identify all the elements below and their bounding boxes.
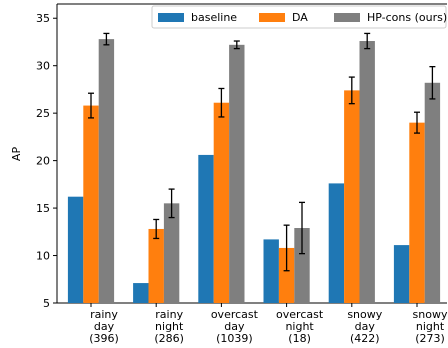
x-axis: rainy day (396)rainy night (286)overcast day(… <box>89 303 448 345</box>
x-tick-label: rainy night (286) <box>154 308 184 345</box>
x-tick-label-line: (286) <box>154 332 184 345</box>
x-tick-label-line: snowy <box>413 308 448 321</box>
bar-baseline <box>328 183 345 303</box>
bar-hp-cons <box>229 44 245 304</box>
x-tick-label-line: overcast <box>211 308 259 321</box>
bar-hp-cons <box>424 82 441 304</box>
legend-swatch <box>158 13 184 22</box>
legend-box <box>151 5 447 29</box>
y-tick-label: 30 <box>36 60 50 73</box>
x-tick-label-line: night <box>416 320 445 333</box>
bar-hp-cons <box>294 228 310 303</box>
x-tick-label-line: night <box>155 320 184 333</box>
bar-hp-cons <box>163 203 180 303</box>
legend-label: baseline <box>191 11 237 24</box>
y-tick-label: 35 <box>36 12 50 25</box>
bar-da <box>83 105 99 303</box>
x-tick-label-line: (1039) <box>216 332 253 345</box>
x-tick-label-line: day <box>94 320 115 333</box>
plot-area <box>56 3 447 304</box>
bar-baseline <box>67 196 84 303</box>
bar-da <box>344 90 360 303</box>
legend-label: HP-cons (ours) <box>367 11 447 24</box>
y-tick-label: 20 <box>36 155 50 168</box>
y-tick-label: 10 <box>36 250 50 263</box>
x-tick-label-line: (18) <box>288 332 311 345</box>
bar-baseline <box>198 154 214 303</box>
x-tick-label: overcast day (1039) <box>211 308 259 345</box>
bar-da <box>409 122 425 304</box>
x-tick-label-line: overcast <box>276 308 324 321</box>
bar-baseline <box>263 239 279 303</box>
x-tick-label: snowy day (422) <box>347 308 382 345</box>
y-axis: 5 10 15 20 25 30 35 <box>36 12 57 310</box>
legend: baseline DA HP-cons (ours) <box>151 5 447 29</box>
x-tick-label: overcast night (18) <box>276 308 324 345</box>
x-tick-label-line: rainy <box>155 308 183 321</box>
bar-hp-cons <box>98 39 115 303</box>
y-tick-label: 5 <box>43 297 50 310</box>
x-tick-label-line: day <box>224 320 245 333</box>
x-tick-label-line: (396) <box>89 332 119 345</box>
x-tick-label-line: snowy <box>347 308 382 321</box>
x-tick-label-line: (422) <box>350 332 380 345</box>
legend-swatch <box>259 13 285 22</box>
bar-da <box>278 247 295 303</box>
y-tick-label: 15 <box>36 202 50 215</box>
bar-hp-cons <box>359 41 375 304</box>
bar-baseline <box>133 283 149 303</box>
legend-label: DA <box>292 11 308 24</box>
bar-baseline <box>393 245 410 303</box>
legend-swatch <box>334 13 360 22</box>
x-tick-label-line: rainy <box>90 308 118 321</box>
bar-da <box>148 228 164 303</box>
y-axis-label: AP <box>10 147 23 162</box>
x-tick-label-line: night <box>285 320 314 333</box>
x-tick-label: rainy day (396) <box>89 308 119 345</box>
bar-da <box>213 102 230 303</box>
x-tick-label: snowy night (273) <box>413 308 448 345</box>
y-tick-label: 25 <box>36 107 50 120</box>
x-tick-label-line: day <box>355 320 376 333</box>
x-tick-label-line: (273) <box>415 332 445 345</box>
